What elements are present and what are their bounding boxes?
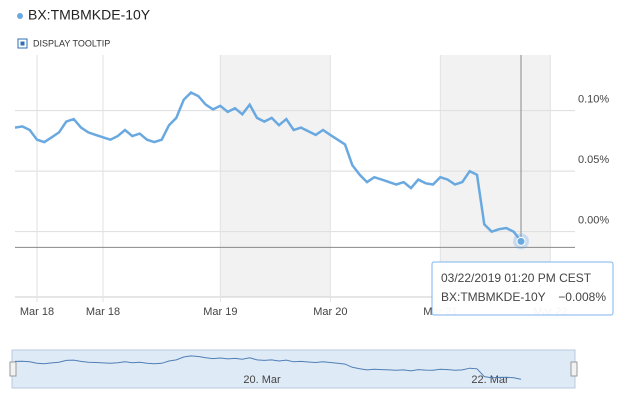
y-tick-label: 0.10% (578, 94, 609, 106)
band (220, 55, 330, 297)
plot (14, 55, 575, 302)
chart-title: BX:TMBMKDE-10Y (28, 7, 151, 23)
navigator-handle[interactable] (9, 361, 17, 377)
navigator-handle[interactable] (570, 361, 578, 377)
marker (516, 236, 526, 246)
y-tick-label: 0.05% (578, 154, 609, 166)
tooltip-date: 03/22/2019 01:20 PM CEST (441, 271, 592, 285)
navigator-line (14, 355, 522, 380)
band (440, 55, 550, 297)
tooltip-series: BX:TMBMKDE-10Y (441, 290, 546, 304)
x-tick-label: Mar 19 (203, 306, 237, 318)
tooltip (431, 261, 614, 316)
y-tick-label: 0.00% (578, 215, 609, 227)
navigator-label: 22. Mar (471, 374, 509, 386)
tooltip-value: −0.008% (558, 290, 606, 304)
x-tick-label: Mar 20 (313, 306, 347, 318)
title-dot (17, 13, 23, 19)
toggle-label[interactable]: DISPLAY TOOLTIP (33, 38, 110, 48)
checkbox-tick (20, 41, 25, 46)
x-tick-label: Mar 18 (86, 306, 120, 318)
x-tick-label: Mar 18 (20, 306, 54, 318)
series-line (14, 90, 522, 243)
navigator-label: 20. Mar (243, 374, 281, 386)
